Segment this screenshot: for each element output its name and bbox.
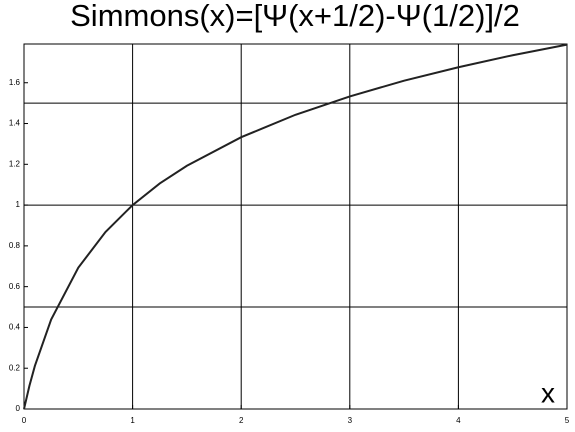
x-tick-label: 3 [348,416,353,425]
y-tick-label: 0.6 [9,282,21,291]
y-tick-label: 1.2 [9,159,21,168]
x-axis-label: x [541,377,555,408]
x-tick-label: 4 [456,416,461,425]
x-tick-label: 1 [130,416,135,425]
y-tick-label: 0.2 [9,363,21,372]
y-tick-label: 1.4 [9,119,21,128]
y-tick-label: 0 [16,404,21,413]
y-tick-label: 1 [16,200,21,209]
y-tick-label: 0.8 [9,241,21,250]
plot-frame [23,43,568,410]
chart-title: Simmons(x)=[Ψ(x+1/2)-Ψ(1/2)]/2 [70,0,520,33]
x-tick-label: 5 [565,416,570,425]
x-tick-label: 2 [239,416,244,425]
x-tick-label: 0 [22,416,27,425]
line [23,43,568,410]
y-tick-label: 1.6 [9,78,21,87]
y-tick-label: 0.4 [9,323,21,332]
